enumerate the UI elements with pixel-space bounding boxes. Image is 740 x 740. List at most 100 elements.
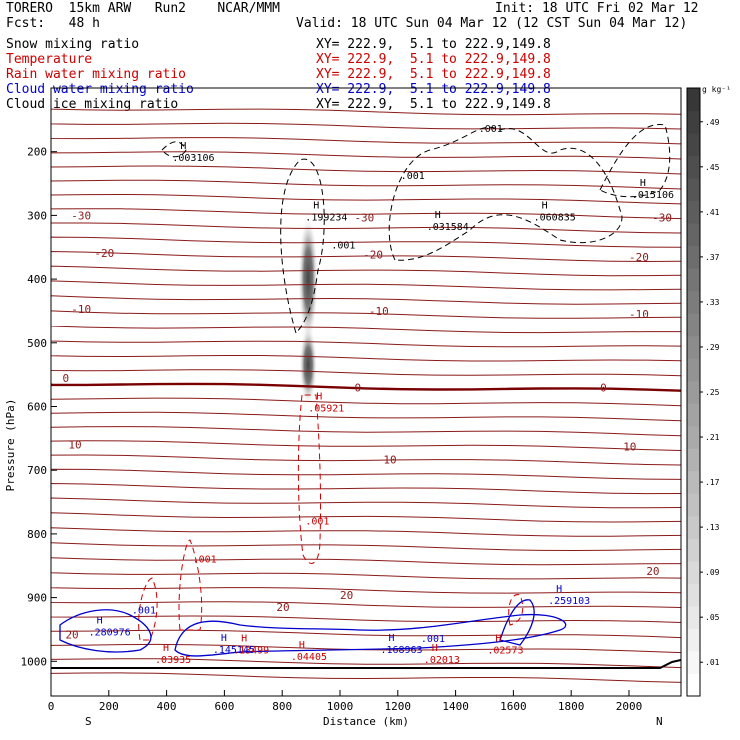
field-name-temperature: Temperature xyxy=(6,52,93,67)
isotherm-line xyxy=(51,454,681,466)
x-tick-label: 1400 xyxy=(442,700,469,713)
contour-label: .001 xyxy=(421,634,445,645)
y-axis-label: Pressure (hPa) xyxy=(4,399,17,492)
contour-label: .001 xyxy=(132,606,156,617)
isotherm-line xyxy=(51,108,681,116)
colorbar-unit: g kg⁻¹ xyxy=(702,85,731,94)
snow-contour xyxy=(388,126,623,261)
maximum-value: .060835 xyxy=(534,212,576,223)
maximum-marker: H xyxy=(432,643,438,654)
cloud-water-contour xyxy=(59,609,152,653)
temperature-label: -30 xyxy=(71,209,91,222)
y-tick-label: 800 xyxy=(27,528,47,541)
colorbar-swatch xyxy=(687,268,700,292)
isotherm-line xyxy=(51,572,681,580)
surface-line xyxy=(51,659,681,669)
isotherm-line xyxy=(51,482,681,495)
isotherm-line xyxy=(51,397,681,407)
colorbar-swatch xyxy=(687,583,700,607)
maximum-marker: H xyxy=(163,643,169,654)
x-tick-label: 1800 xyxy=(558,700,585,713)
isotherm-line xyxy=(51,629,681,639)
maximum-marker: H xyxy=(556,584,562,595)
rain-contour xyxy=(178,539,203,631)
colorbar-swatch xyxy=(687,223,700,247)
colorbar-swatch xyxy=(687,493,700,517)
field-xy-cloud-water: XY= 222.9, 5.1 to 222.9,149.8 xyxy=(316,82,551,97)
isotherm-line xyxy=(51,411,681,422)
y-tick-label: 700 xyxy=(27,464,47,477)
x-tick-label: 1000 xyxy=(327,700,354,713)
isotherm-line xyxy=(51,295,681,305)
isotherm-line xyxy=(51,280,681,291)
snow-core-shading xyxy=(298,214,319,345)
isotherm-line xyxy=(51,440,681,451)
maximum-marker: H xyxy=(388,633,394,644)
maximum-marker: H xyxy=(640,178,646,189)
x-end-label-south: S xyxy=(85,715,92,728)
isotherm-line xyxy=(51,557,681,566)
colorbar-swatch xyxy=(687,313,700,337)
colorbar-swatch xyxy=(687,290,700,314)
colorbar-swatch xyxy=(687,650,700,674)
x-tick-label: 200 xyxy=(99,700,119,713)
isotherm-line xyxy=(51,369,681,377)
colorbar-swatch xyxy=(687,358,700,382)
colorbar-swatch xyxy=(687,605,700,629)
isotherm-line xyxy=(51,310,681,319)
isotherm-line xyxy=(51,179,681,190)
colorbar-swatch xyxy=(687,155,700,179)
snow-contour xyxy=(161,141,187,158)
maximum-value: .031584 xyxy=(427,222,469,233)
colorbar-label: .49 xyxy=(705,118,720,127)
temperature-label: 20 xyxy=(340,589,353,602)
isotherm-line xyxy=(51,512,681,523)
x-tick-label: 1600 xyxy=(500,700,527,713)
field-xy-rain: XY= 222.9, 5.1 to 222.9,149.8 xyxy=(316,67,551,82)
colorbar-swatch xyxy=(687,380,700,404)
colorbar-label: .01 xyxy=(705,658,720,667)
colorbar-swatch xyxy=(687,133,700,157)
maximum-marker: H xyxy=(299,640,305,651)
temperature-label: -10 xyxy=(71,303,91,316)
cloud-water-contour xyxy=(174,613,567,657)
snow-contour xyxy=(280,158,325,334)
x-tick-label: 0 xyxy=(48,700,55,713)
x-tick-label: 400 xyxy=(157,700,177,713)
maximum-value: .280976 xyxy=(89,628,131,639)
y-tick-label: 400 xyxy=(27,273,47,286)
model-title: TORERO 15km ARW Run2 NCAR/MMM xyxy=(6,1,280,16)
maximum-value: .03935 xyxy=(155,655,191,666)
maximum-marker: H xyxy=(316,391,322,402)
isotherm-line xyxy=(51,658,681,669)
colorbar-swatch xyxy=(687,673,700,697)
temperature-label: -30 xyxy=(652,211,672,224)
temperature-label: 0 xyxy=(600,381,607,394)
colorbar-label: .13 xyxy=(705,523,720,532)
maximum-value: .05921 xyxy=(308,403,344,414)
colorbar-label: .45 xyxy=(705,163,720,172)
maximum-marker: H xyxy=(221,633,227,644)
colorbar-swatch xyxy=(687,110,700,134)
temperature-label: 0 xyxy=(63,372,70,385)
x-axis-label: Distance (km) xyxy=(323,715,409,728)
colorbar-label: .25 xyxy=(705,388,720,397)
contour-label: .001 xyxy=(401,171,425,182)
forecast-hour: Fcst: 48 h xyxy=(6,16,100,31)
y-tick-label: 1000 xyxy=(21,655,48,668)
temperature-label: 10 xyxy=(623,441,636,454)
temperature-label: 10 xyxy=(383,453,396,466)
y-tick-label: 500 xyxy=(27,337,47,350)
colorbar-swatch xyxy=(687,200,700,224)
maximum-marker: H xyxy=(435,210,441,221)
colorbar-label: .29 xyxy=(705,343,720,352)
isotherm-line xyxy=(51,354,681,362)
colorbar-label: .33 xyxy=(705,298,720,307)
isotherm-line xyxy=(51,542,681,552)
colorbar-swatch xyxy=(687,515,700,539)
maximum-value: .04405 xyxy=(291,652,327,663)
colorbar-label: .05 xyxy=(705,613,720,622)
field-name-cloud-water: Cloud water mixing ratio xyxy=(6,82,194,97)
temperature-label: -20 xyxy=(94,247,114,260)
